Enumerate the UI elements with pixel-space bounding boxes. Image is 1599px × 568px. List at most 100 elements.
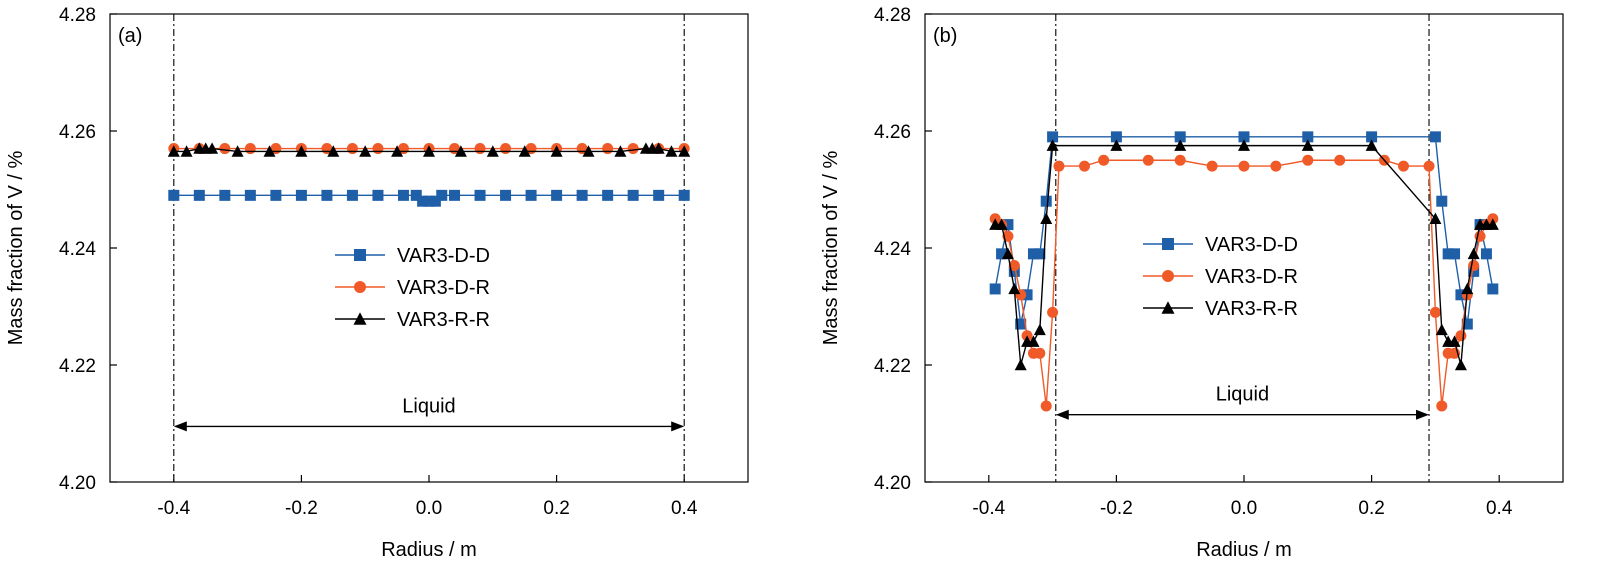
data-point [1110, 131, 1122, 143]
data-point [1449, 248, 1461, 260]
series-VAR3-R-R [167, 142, 691, 157]
data-point [327, 145, 340, 157]
data-point [1001, 247, 1014, 260]
data-point [219, 189, 231, 201]
data-point [454, 145, 467, 157]
data-point [996, 248, 1008, 260]
data-point [1174, 154, 1186, 166]
data-point [1021, 289, 1033, 301]
data-point [436, 189, 448, 201]
data-point [474, 143, 486, 155]
x-axis-label: Radius / m [1196, 539, 1292, 561]
data-point [1098, 154, 1110, 166]
data-point [1040, 400, 1052, 412]
x-tick-label: -0.2 [1100, 498, 1133, 519]
data-point [1436, 195, 1448, 207]
data-point [1448, 335, 1461, 347]
data-point [295, 145, 308, 157]
chart-panel-a: -0.4 -0.2 0.0 0.2 0.4 4.20 4.22 4.24 4.26 4.28 Rad… [5, 5, 749, 561]
data-point [1027, 335, 1040, 347]
data-point [525, 189, 537, 201]
data-point [1110, 139, 1123, 151]
data-point [270, 189, 282, 201]
data-point [263, 145, 276, 157]
data-point [231, 145, 244, 157]
data-point [989, 283, 1001, 295]
data-point [167, 145, 180, 157]
data-point [168, 189, 180, 201]
legend: VAR3-D-D VAR3-D-R VAR3-R-R [335, 245, 490, 331]
data-point [193, 189, 205, 201]
y-tick-label: 4.26 [874, 122, 911, 143]
series-VAR3-R-R [989, 139, 1499, 371]
legend-label: VAR3-D-R [397, 277, 490, 299]
liquid-annotation: Liquid [402, 395, 455, 417]
data-point [1302, 154, 1314, 166]
series-VAR3-D-D [989, 131, 1499, 330]
data-point [1398, 160, 1409, 172]
data-point [423, 195, 435, 207]
data-point [1238, 160, 1250, 172]
data-point [518, 145, 531, 157]
data-point [614, 145, 627, 157]
x-tick-label: 0.2 [1358, 498, 1384, 519]
data-point [665, 145, 678, 157]
data-point [1238, 131, 1250, 143]
x-tick-label: 0.4 [1486, 498, 1513, 519]
liquid-arrow-head-left [173, 421, 187, 432]
data-point [678, 145, 691, 157]
data-point [1027, 248, 1039, 260]
data-point [1040, 195, 1052, 207]
liquid-arrow-head-right [1416, 409, 1430, 420]
data-point [500, 189, 512, 201]
data-point [1053, 160, 1065, 172]
y-tick-label: 4.26 [59, 122, 96, 143]
data-point [1206, 160, 1218, 172]
data-point [1040, 212, 1053, 224]
data-point [244, 143, 256, 155]
data-point [1047, 131, 1059, 143]
data-point [449, 189, 461, 201]
data-point [372, 189, 384, 201]
data-point [397, 189, 409, 201]
data-point [1046, 139, 1059, 151]
legend-label: VAR3-R-R [1205, 298, 1298, 320]
data-point [1442, 248, 1454, 260]
data-point [1008, 260, 1020, 272]
data-point [1455, 330, 1467, 342]
legend-marker [1161, 301, 1175, 314]
data-point [1468, 265, 1480, 277]
legend-marker [354, 281, 366, 293]
data-point [1015, 318, 1027, 330]
data-point [1002, 219, 1014, 231]
y-tick-label: 4.24 [59, 239, 96, 260]
data-point [429, 195, 441, 207]
data-point [346, 143, 358, 155]
x-tick-label: -0.4 [157, 498, 190, 519]
legend-marker [1162, 270, 1174, 282]
liquid-arrow-head-right [671, 421, 685, 432]
data-point [1270, 160, 1282, 172]
data-point [602, 143, 614, 155]
y-tick-label: 4.22 [59, 356, 96, 377]
data-point [551, 189, 563, 201]
legend-marker [1162, 238, 1174, 250]
legend: VAR3-D-D VAR3-D-R VAR3-R-R [1143, 234, 1298, 320]
data-point [391, 145, 404, 157]
data-point [576, 189, 588, 201]
x-tick-label: 0.0 [1231, 498, 1257, 519]
data-point [1174, 131, 1186, 143]
legend-label: VAR3-D-D [397, 245, 490, 267]
x-tick-label: 0.4 [671, 498, 698, 519]
data-point [1435, 323, 1448, 336]
x-tick-label: 0.2 [543, 498, 569, 519]
data-point [1429, 131, 1441, 143]
data-point [627, 143, 639, 155]
data-point [1174, 139, 1187, 151]
data-point [1455, 289, 1467, 301]
data-point [1461, 282, 1474, 295]
x-tick-label: 0.0 [416, 498, 442, 519]
data-point [1008, 282, 1021, 295]
data-point [1486, 218, 1499, 230]
